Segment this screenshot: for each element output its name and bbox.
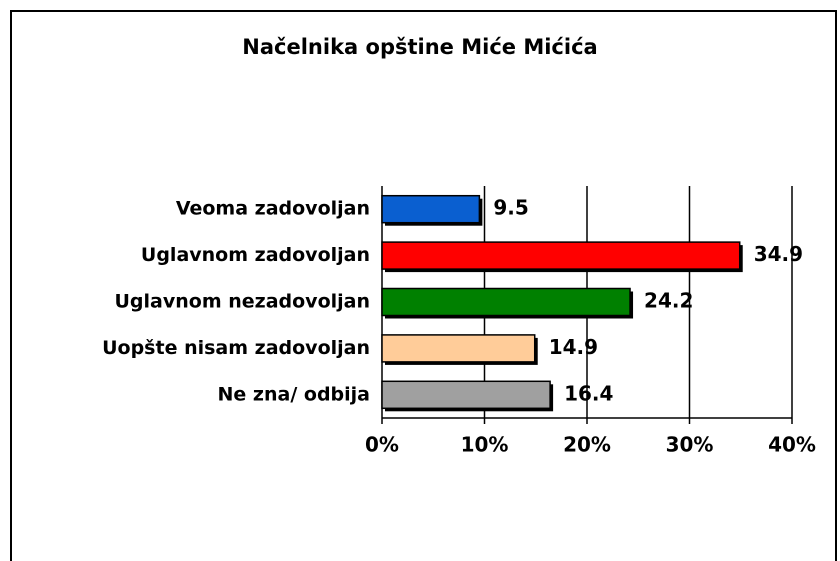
frame	[10, 10, 837, 561]
value-label: 16.4	[564, 381, 613, 405]
bar	[381, 241, 741, 270]
x-tick-label: 10%	[461, 433, 509, 457]
bar	[381, 334, 536, 363]
y-tick-label: Ne zna/ odbija	[218, 383, 370, 405]
value-label: 24.2	[644, 289, 693, 313]
bar	[381, 380, 551, 410]
x-tick-label: 20%	[563, 433, 611, 457]
y-tick-label: Uopšte nisam zadovoljan	[102, 337, 370, 359]
x-tick-label: 0%	[365, 433, 399, 457]
chart-title: Načelnika opštine Miće Mićića	[242, 35, 597, 59]
bar	[381, 194, 481, 224]
value-label: 14.9	[549, 335, 598, 359]
x-tick-label: 30%	[666, 433, 714, 457]
y-tick-label: Uglavnom zadovoljan	[141, 244, 370, 266]
x-tick-label: 40%	[768, 433, 816, 457]
y-tick-label: Uglavnom nezadovoljan	[115, 291, 371, 313]
y-tick-label: Veoma zadovoljan	[176, 198, 370, 220]
bar	[381, 287, 631, 317]
value-label: 9.5	[493, 196, 528, 220]
value-label: 34.9	[754, 242, 803, 266]
